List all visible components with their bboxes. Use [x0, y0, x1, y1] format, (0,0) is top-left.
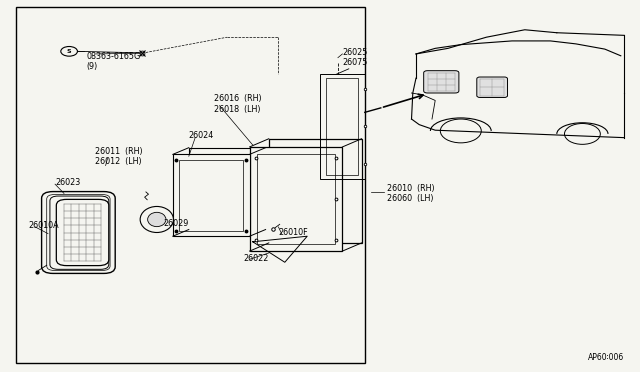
Text: 26022: 26022: [243, 254, 269, 263]
Text: AP60∶006: AP60∶006: [588, 353, 624, 362]
FancyBboxPatch shape: [42, 192, 115, 273]
Bar: [189, 148, 266, 230]
Bar: [320, 74, 365, 179]
Bar: [250, 147, 342, 251]
Bar: [269, 139, 362, 243]
Bar: [326, 78, 358, 175]
Text: 08363-6165G
(9): 08363-6165G (9): [86, 52, 141, 71]
Ellipse shape: [140, 206, 173, 232]
Text: 26011  (RH)
26012  (LH): 26011 (RH) 26012 (LH): [95, 147, 142, 166]
Text: 26010A: 26010A: [28, 221, 59, 230]
Bar: [173, 154, 250, 236]
Bar: [257, 154, 335, 244]
Text: 26016  (RH)
26018  (LH): 26016 (RH) 26018 (LH): [214, 94, 262, 114]
Text: 26023: 26023: [55, 178, 80, 187]
Bar: [179, 160, 243, 231]
FancyBboxPatch shape: [477, 77, 508, 97]
Text: 26029: 26029: [163, 219, 189, 228]
Bar: [16, 7, 365, 363]
FancyBboxPatch shape: [424, 71, 459, 93]
Text: 26025
26075: 26025 26075: [342, 48, 368, 67]
Text: 26024: 26024: [189, 131, 214, 140]
Circle shape: [61, 46, 77, 56]
Text: S: S: [67, 49, 72, 54]
Text: 26010F: 26010F: [278, 228, 308, 237]
FancyBboxPatch shape: [56, 199, 109, 266]
Text: 26010  (RH)
26060  (LH): 26010 (RH) 26060 (LH): [387, 184, 435, 203]
Ellipse shape: [148, 212, 166, 227]
